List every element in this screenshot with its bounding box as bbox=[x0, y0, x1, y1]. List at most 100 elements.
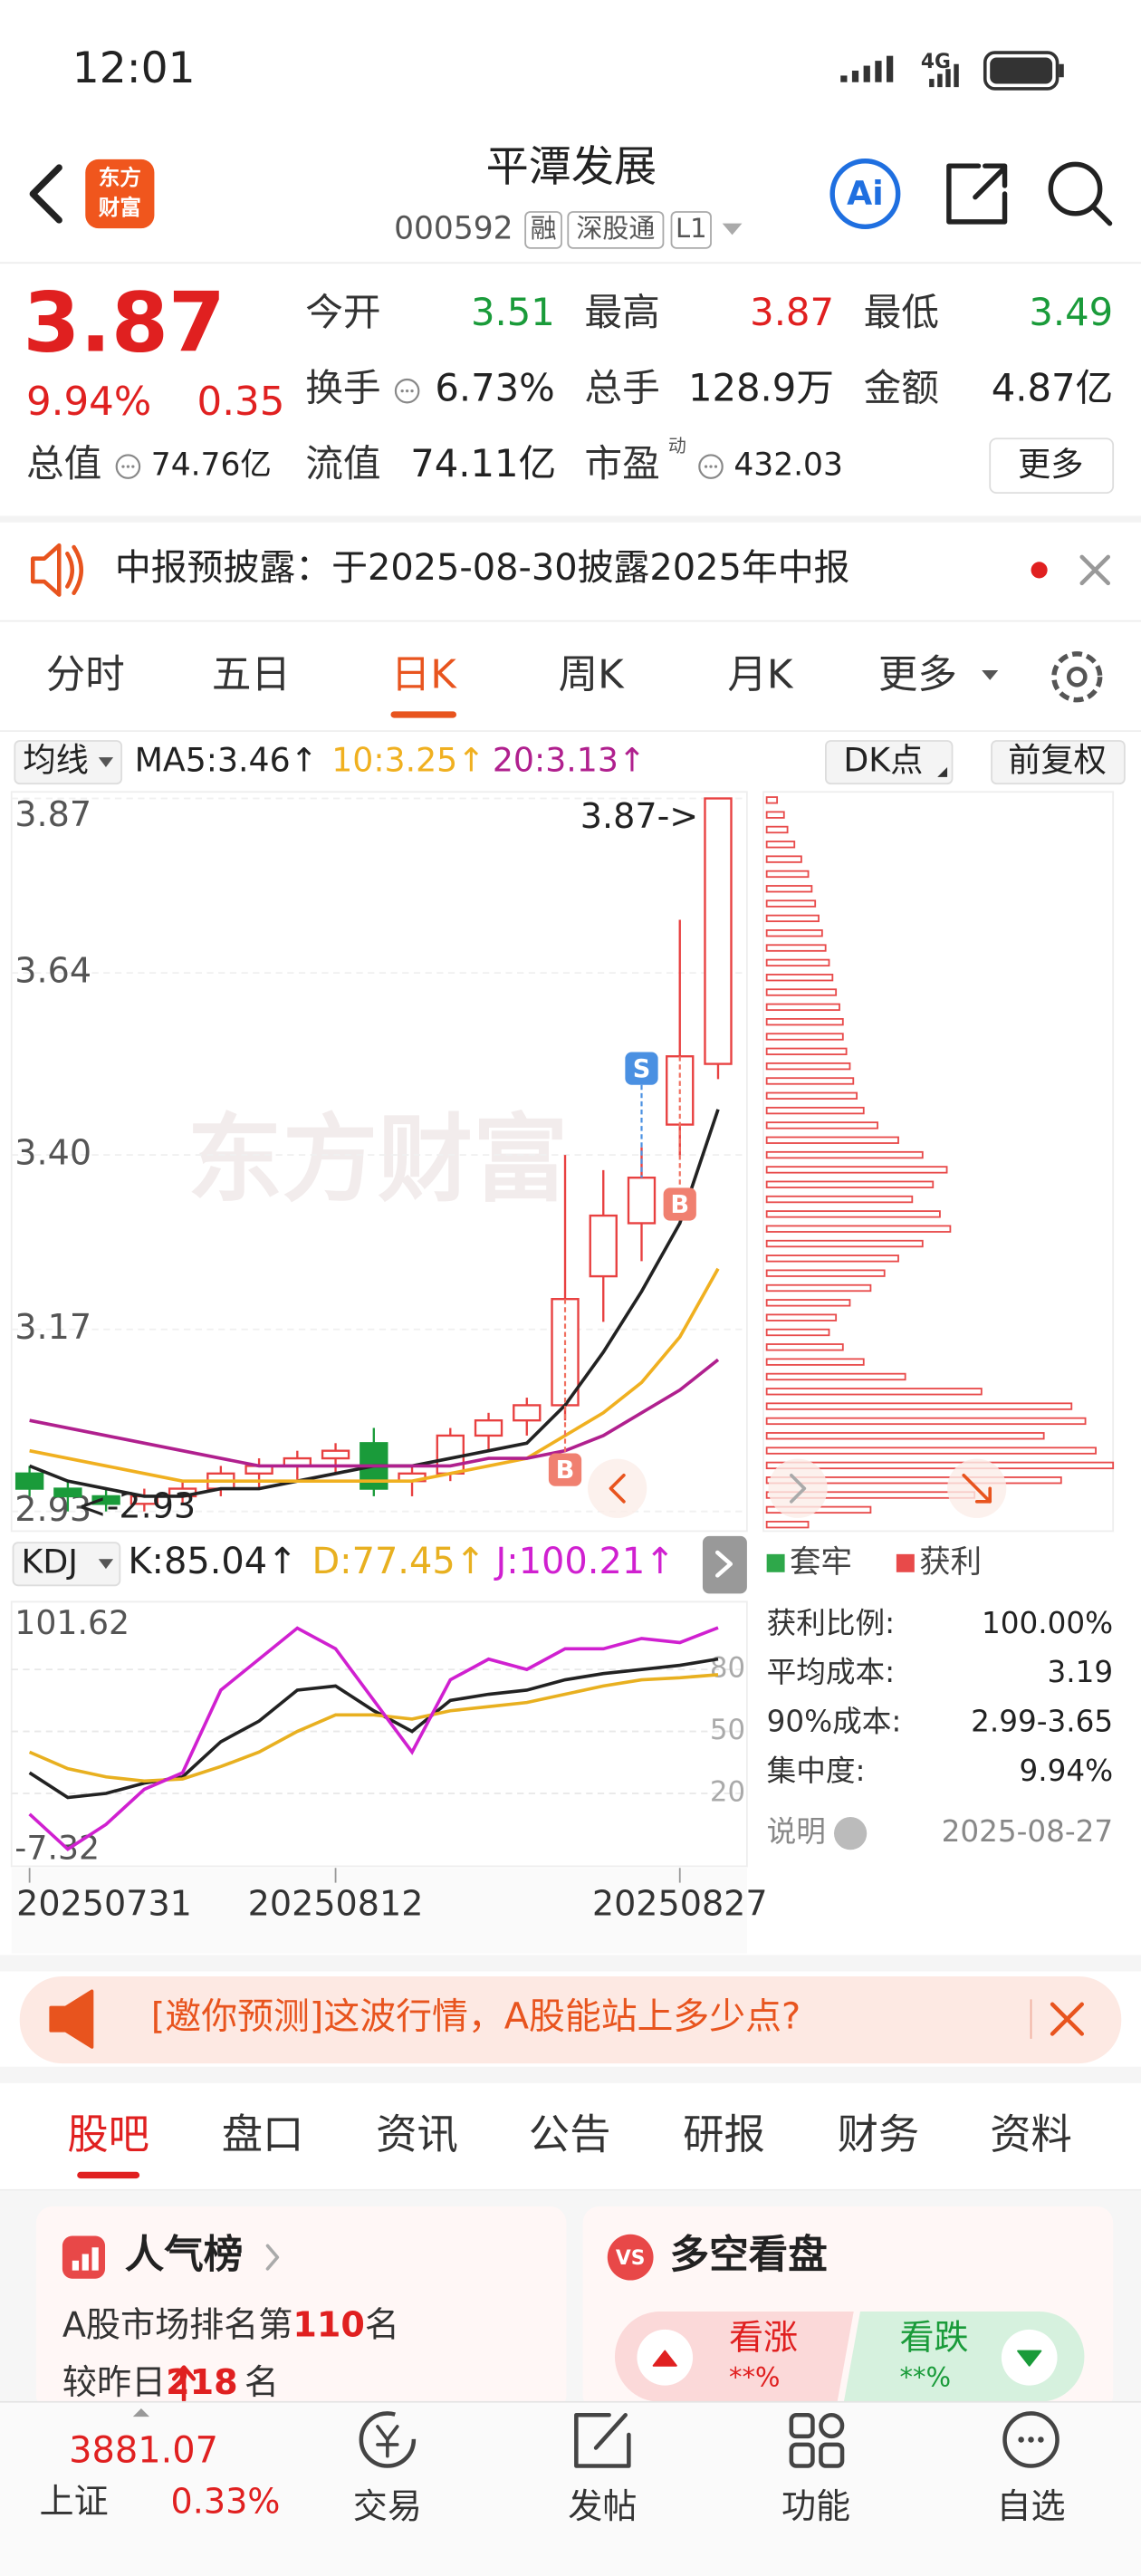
more-button[interactable] bbox=[989, 437, 1115, 495]
bottom-nav bbox=[0, 2401, 1141, 2576]
share-button[interactable] bbox=[946, 163, 1008, 225]
tab[interactable]: 月K bbox=[727, 652, 793, 697]
section-tab[interactable]: 公告 bbox=[529, 2110, 611, 2158]
nav-icon bbox=[789, 2442, 815, 2468]
index-value[interactable]: 3881.07 bbox=[69, 2429, 218, 2471]
chip-bar bbox=[765, 1017, 844, 1026]
nav-icon-dot bbox=[1028, 2437, 1034, 2443]
dk-button[interactable] bbox=[825, 740, 954, 785]
chip-bar bbox=[765, 1328, 830, 1337]
chip-bar bbox=[765, 1091, 858, 1100]
field-value: 128.9万 bbox=[688, 366, 834, 410]
section-tab[interactable]: 盘口 bbox=[222, 2110, 304, 2158]
section-tab[interactable]: 资讯 bbox=[376, 2110, 458, 2158]
battery bbox=[983, 51, 1060, 91]
signal-bar bbox=[875, 61, 882, 82]
nav-label[interactable]: 功能 bbox=[781, 2486, 850, 2526]
section-tab[interactable]: 股吧 bbox=[67, 2110, 149, 2158]
info-icon-dot bbox=[405, 389, 409, 393]
expand-button[interactable] bbox=[702, 1535, 747, 1594]
kdj-selector[interactable] bbox=[12, 1542, 121, 1587]
adjust-label[interactable]: 前复权 bbox=[1008, 741, 1107, 780]
tab[interactable]: 更多 bbox=[878, 652, 957, 697]
stat-value: 100.00% bbox=[982, 1606, 1113, 1640]
tab[interactable]: 分时 bbox=[46, 652, 125, 697]
y-tick-label: 3.64 bbox=[14, 951, 91, 991]
chip-bar bbox=[765, 1461, 1115, 1470]
candle-body bbox=[474, 1419, 503, 1437]
chip-bar bbox=[765, 929, 823, 937]
chart-nav-button[interactable] bbox=[588, 1458, 647, 1518]
settings-button[interactable] bbox=[1051, 651, 1103, 703]
chip-date: 2025-08-27 bbox=[942, 1814, 1114, 1849]
chip-bar bbox=[765, 841, 796, 849]
chart-nav-button[interactable] bbox=[768, 1458, 828, 1518]
section-tab[interactable]: 财务 bbox=[838, 2110, 920, 2158]
dk-label[interactable]: DK点 bbox=[843, 741, 923, 780]
date-axis-bg bbox=[11, 1868, 747, 1954]
note-label[interactable]: 说明 bbox=[767, 1814, 826, 1849]
nav-icon bbox=[359, 2411, 417, 2468]
change-pct: 9.94% bbox=[26, 380, 151, 425]
chip-frame bbox=[762, 791, 1115, 1533]
candle-body bbox=[627, 1177, 657, 1225]
tab[interactable]: 周K bbox=[559, 652, 625, 697]
price-annotation: <-2.93 bbox=[78, 1486, 196, 1526]
promo-banner[interactable] bbox=[19, 1975, 1122, 2064]
tag-dropdown[interactable] bbox=[722, 223, 743, 235]
kdj-selector-label[interactable]: KDJ bbox=[22, 1543, 78, 1581]
tab[interactable]: 五日 bbox=[212, 652, 291, 697]
back-button[interactable] bbox=[29, 164, 62, 224]
field-value: 74.76亿 bbox=[151, 447, 272, 484]
promo-close[interactable] bbox=[1050, 2002, 1085, 2036]
y-tick-label: 3.40 bbox=[14, 1133, 91, 1173]
more-label[interactable]: 更多 bbox=[1018, 445, 1083, 484]
adjust-button[interactable] bbox=[991, 740, 1126, 785]
field-label: 总值 bbox=[26, 441, 101, 485]
field-value: 3.87 bbox=[750, 290, 834, 334]
kdj-line bbox=[28, 1673, 719, 1783]
stock-name: 平潭发展 bbox=[486, 142, 657, 192]
chip-bar bbox=[765, 1047, 848, 1055]
section-tab[interactable]: 研报 bbox=[683, 2110, 765, 2158]
chip-bar bbox=[765, 944, 827, 952]
chip-bar bbox=[765, 1195, 914, 1204]
speaker-icon bbox=[30, 543, 83, 597]
index-name: 上证 bbox=[40, 2482, 109, 2522]
notice-text[interactable]: 中报预披露：于2025-08-30披露2025年中报 bbox=[115, 547, 850, 589]
tab[interactable]: 日K bbox=[391, 652, 457, 697]
rank-change-part: 名 bbox=[244, 2361, 279, 2401]
section-tab[interactable]: 资料 bbox=[990, 2110, 1072, 2158]
chip-bar bbox=[765, 1003, 840, 1012]
info-icon-dot bbox=[126, 465, 130, 468]
nav-label[interactable]: 交易 bbox=[353, 2486, 422, 2526]
bull-label[interactable]: 看涨 bbox=[729, 2317, 798, 2357]
chart-nav-arrow bbox=[609, 1473, 626, 1504]
signal-badge bbox=[548, 1453, 582, 1486]
vs-icon-label: VS bbox=[616, 2247, 645, 2270]
section-gap bbox=[0, 2066, 1141, 2083]
kdj-line bbox=[28, 1657, 719, 1800]
ma-selector-label[interactable]: 均线 bbox=[23, 741, 88, 780]
ma-dropdown bbox=[98, 757, 114, 768]
info-icon-dot bbox=[714, 465, 718, 468]
logo[interactable] bbox=[85, 159, 155, 229]
chip-bar bbox=[765, 1150, 924, 1159]
promo-text[interactable]: [邀你预测]这波行情，A股能站上多少点? bbox=[151, 1996, 801, 2038]
close-notice[interactable] bbox=[1079, 554, 1111, 586]
chip-bar bbox=[765, 811, 785, 819]
tag: 融 bbox=[531, 213, 557, 244]
popularity-card[interactable] bbox=[35, 2206, 567, 2412]
info-icon-dot bbox=[704, 465, 708, 468]
search-button[interactable] bbox=[1048, 161, 1103, 216]
nav-icon bbox=[1002, 2411, 1060, 2468]
nav-label[interactable]: 自选 bbox=[996, 2486, 1065, 2526]
bear-label[interactable]: 看跌 bbox=[899, 2317, 968, 2357]
ma-selector[interactable] bbox=[14, 740, 123, 785]
index-change: 0.33% bbox=[171, 2482, 281, 2522]
nav-label[interactable]: 发帖 bbox=[568, 2486, 637, 2526]
ai-button[interactable] bbox=[829, 159, 901, 230]
bear-pct: **% bbox=[899, 2361, 951, 2392]
y-tick-label: 3.87 bbox=[14, 794, 91, 834]
